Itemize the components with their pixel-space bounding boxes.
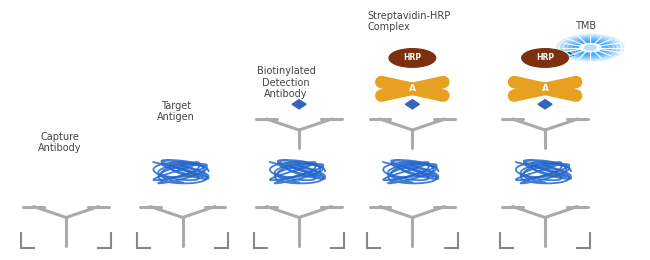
Text: HRP: HRP bbox=[536, 54, 554, 62]
Circle shape bbox=[584, 46, 596, 50]
Circle shape bbox=[580, 44, 601, 52]
Circle shape bbox=[573, 41, 608, 55]
Text: Biotinylated
Detection
Antibody: Biotinylated Detection Antibody bbox=[257, 66, 315, 99]
Text: Target
Antigen: Target Antigen bbox=[157, 101, 195, 122]
Circle shape bbox=[577, 42, 604, 53]
Circle shape bbox=[581, 44, 599, 51]
Circle shape bbox=[522, 49, 568, 67]
Polygon shape bbox=[292, 100, 306, 109]
Circle shape bbox=[585, 46, 595, 50]
Circle shape bbox=[389, 49, 436, 67]
Polygon shape bbox=[406, 100, 419, 109]
Circle shape bbox=[569, 39, 612, 56]
Text: A: A bbox=[409, 84, 416, 93]
Circle shape bbox=[565, 37, 616, 58]
Text: HRP: HRP bbox=[403, 54, 421, 62]
Text: Streptavidin-HRP
Complex: Streptavidin-HRP Complex bbox=[367, 11, 450, 32]
Polygon shape bbox=[538, 100, 552, 109]
Text: TMB: TMB bbox=[575, 21, 596, 31]
Text: Capture
Antibody: Capture Antibody bbox=[38, 132, 81, 153]
Circle shape bbox=[561, 36, 620, 60]
Text: A: A bbox=[541, 84, 549, 93]
Circle shape bbox=[556, 34, 624, 61]
